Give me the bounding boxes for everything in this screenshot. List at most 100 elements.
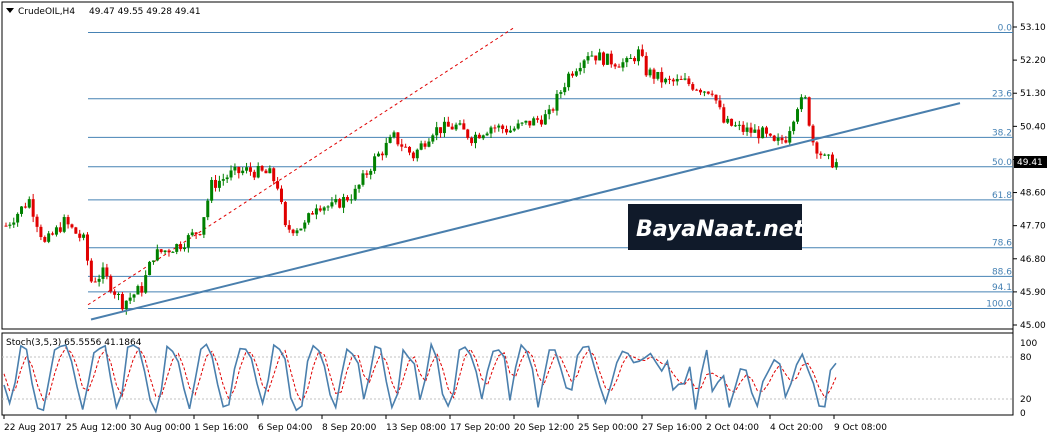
price-tick-label: 48.60: [1020, 189, 1046, 199]
time-tick-label: 8 Sep 20:00: [322, 423, 377, 433]
candle-body: [54, 227, 58, 235]
candle-body: [602, 52, 606, 65]
candle-body: [171, 251, 175, 253]
ascending-trend-line[interactable]: [90, 102, 961, 321]
price-tick-label: 50.40: [1020, 122, 1046, 132]
candle-body: [74, 227, 78, 234]
candle-body: [51, 233, 55, 235]
candle-body: [660, 71, 664, 83]
candle-body: [175, 244, 179, 252]
candle-body: [404, 146, 408, 148]
candle-body: [82, 234, 86, 238]
candle-body: [66, 217, 70, 225]
candle-body: [435, 127, 439, 136]
watermark-text: BayaNaat.net: [636, 217, 806, 242]
candle-body: [214, 179, 218, 188]
stoch-title: Stoch(3,5,3) 65.5556 41.1864: [6, 338, 142, 348]
fib-level-label: 23.6: [992, 90, 1012, 100]
candle-body: [470, 137, 474, 144]
stoch-axis: 100 80 20 0: [1020, 339, 1037, 419]
candle-body: [326, 206, 330, 208]
candle-body: [811, 125, 815, 143]
candle-body: [648, 69, 652, 76]
candle-body: [101, 267, 105, 279]
candle-body: [609, 53, 613, 65]
candle-body: [109, 276, 113, 292]
candle-body: [245, 167, 249, 171]
candle-body: [629, 57, 633, 59]
candle-body: [47, 233, 51, 242]
stoch-main-line: [3, 341, 837, 414]
candle-body: [419, 143, 423, 150]
fibonacci-retracement[interactable]: 0.0 23.6 38.2 50.0 61.8 78.6 88.6 94.1 100.0: [88, 24, 1013, 310]
candle-body: [345, 197, 349, 201]
candle-body: [578, 67, 582, 72]
candle-body: [431, 135, 435, 142]
candle-body: [427, 141, 431, 147]
candle-body: [105, 267, 109, 277]
candle-body: [380, 153, 384, 156]
candle-body: [97, 278, 101, 282]
candle-body: [311, 213, 315, 215]
candle-body: [241, 170, 245, 174]
candle-body: [237, 166, 241, 174]
candle-body: [745, 127, 749, 132]
candle-body: [539, 119, 543, 125]
candle-body: [547, 109, 551, 115]
candle-body: [365, 173, 369, 175]
candle-body: [516, 123, 520, 129]
candle-body: [78, 233, 82, 238]
candle-body: [23, 206, 27, 208]
dashed-channel-line[interactable]: [87, 26, 516, 306]
candle-body: [466, 129, 470, 138]
candle-body: [644, 55, 648, 76]
candle-body: [834, 162, 838, 168]
candle-body: [260, 166, 264, 171]
candle-body: [702, 91, 706, 93]
candle-body: [497, 125, 501, 128]
candle-body: [706, 91, 710, 94]
candle-body: [776, 137, 780, 141]
stoch-tick-label: 0: [1020, 409, 1026, 419]
candle-body: [229, 170, 233, 178]
trend-line[interactable]: [90, 102, 961, 321]
candle-body: [89, 260, 93, 282]
candle-body: [113, 291, 117, 295]
stoch-signal-line: [3, 346, 837, 404]
time-tick-label: 22 Aug 2017: [4, 423, 62, 433]
candle-body: [730, 118, 734, 126]
candle-body: [43, 237, 47, 242]
collapse-triangle-icon[interactable]: [6, 8, 14, 13]
time-tick-label: 13 Sep 08:00: [386, 423, 446, 433]
candle-body: [768, 133, 772, 136]
candle-body: [217, 180, 221, 188]
candle-body: [683, 78, 687, 80]
price-tick-label: 45.90: [1020, 288, 1046, 298]
candle-body: [687, 78, 691, 85]
channel-line-segment[interactable]: [87, 26, 516, 306]
price-tick-label: 52.20: [1020, 56, 1046, 66]
candle-body: [652, 69, 656, 79]
candle-body: [330, 202, 334, 207]
candle-body: [279, 188, 283, 203]
price-tick-label: 45.00: [1020, 321, 1046, 331]
candle-body: [4, 225, 8, 227]
candle-body: [16, 213, 20, 223]
candle-body: [190, 232, 194, 236]
candle-body: [117, 293, 121, 295]
candle-body: [512, 128, 516, 131]
candle-body: [551, 109, 555, 111]
candlestick-series: [4, 44, 838, 315]
candle-body: [555, 93, 559, 111]
candle-body: [621, 62, 625, 68]
chart-ohlc-label: 49.47 49.55 49.28 49.41: [89, 7, 201, 17]
candle-body: [807, 97, 811, 126]
candle-body: [140, 286, 144, 293]
candle-body: [656, 71, 660, 79]
candle-body: [210, 179, 214, 201]
candle-body: [574, 71, 578, 76]
candle-body: [823, 154, 827, 156]
candle-body: [144, 275, 148, 293]
watermark-bg: [628, 204, 802, 250]
